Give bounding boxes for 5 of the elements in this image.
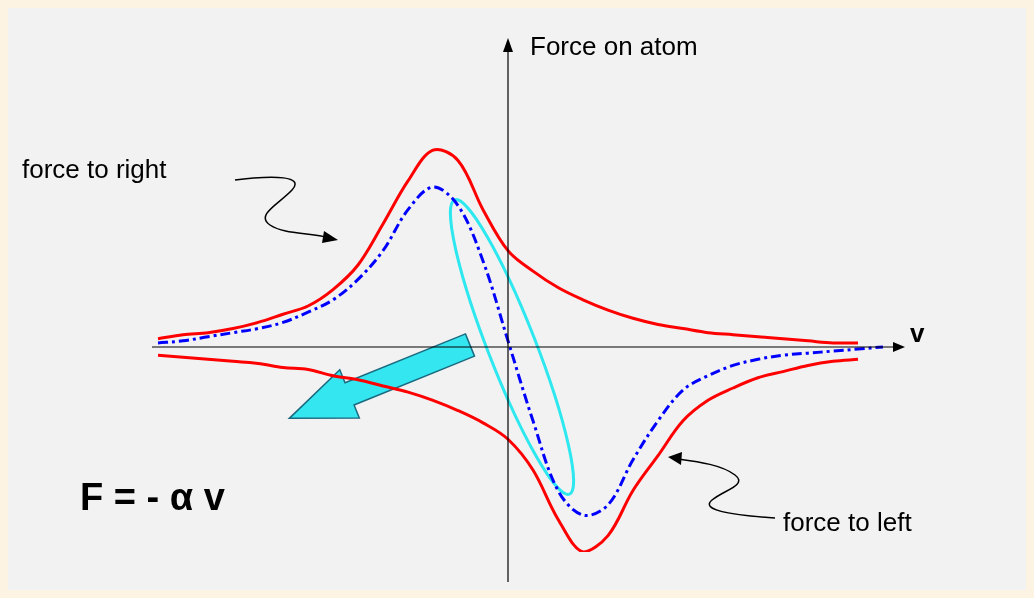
annotation: force to left (783, 507, 912, 538)
x-axis-title: v (910, 318, 925, 349)
annotation: force to right (22, 154, 167, 185)
annotation: F = - α v (80, 476, 225, 519)
y-axis-title: Force on atom (530, 31, 698, 62)
